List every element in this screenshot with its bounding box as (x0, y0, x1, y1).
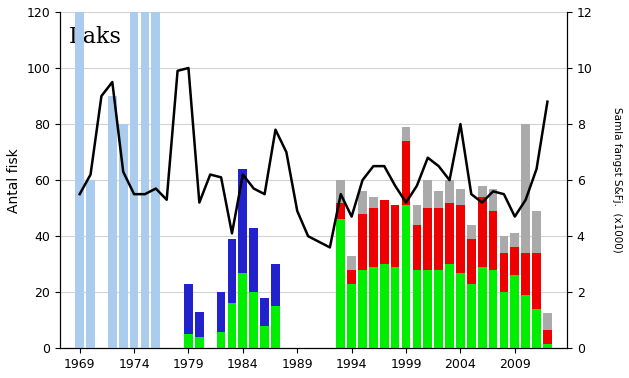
Bar (434, 270, 443, 349)
Bar (467, 239, 476, 284)
Bar (478, 267, 486, 349)
Bar (271, 306, 280, 349)
Bar (260, 298, 269, 326)
Bar (521, 253, 530, 295)
Bar (413, 225, 421, 270)
Bar (456, 273, 465, 349)
Bar (391, 267, 399, 349)
Bar (391, 205, 399, 267)
Bar (489, 270, 498, 349)
Bar (337, 203, 345, 219)
Y-axis label: Antal fisk: Antal fisk (7, 148, 21, 212)
Bar (413, 270, 421, 349)
Bar (532, 309, 541, 349)
Bar (532, 253, 541, 309)
Bar (152, 0, 160, 349)
Bar (217, 332, 225, 349)
Bar (445, 264, 454, 349)
Bar (511, 248, 519, 276)
Bar (195, 312, 204, 337)
Bar (184, 334, 193, 349)
Bar (423, 270, 432, 349)
Bar (271, 264, 280, 306)
Bar (75, 0, 84, 349)
Bar (521, 124, 530, 253)
Bar (337, 219, 345, 349)
Bar (532, 211, 541, 253)
Bar (467, 284, 476, 349)
Bar (543, 330, 552, 344)
Bar (413, 205, 421, 225)
Bar (260, 326, 269, 349)
Bar (108, 96, 116, 349)
Bar (238, 169, 247, 273)
Bar (511, 233, 519, 248)
Bar (478, 197, 486, 267)
Bar (543, 313, 552, 330)
Bar (228, 304, 237, 349)
Bar (369, 197, 378, 208)
Bar (456, 205, 465, 273)
Bar (337, 180, 345, 203)
Bar (434, 208, 443, 270)
Bar (456, 189, 465, 205)
Bar (402, 205, 410, 349)
Bar (543, 344, 552, 349)
Bar (228, 239, 237, 304)
Bar (358, 270, 367, 349)
Bar (499, 292, 508, 349)
Bar (119, 124, 128, 349)
Bar (521, 295, 530, 349)
Bar (249, 228, 258, 292)
Bar (217, 292, 225, 332)
Bar (347, 256, 356, 270)
Bar (249, 292, 258, 349)
Bar (499, 236, 508, 253)
Bar (380, 264, 389, 349)
Bar (467, 225, 476, 239)
Bar (369, 208, 378, 267)
Bar (347, 284, 356, 349)
Bar (489, 189, 498, 211)
Bar (511, 276, 519, 349)
Bar (141, 0, 149, 349)
Bar (402, 127, 410, 141)
Y-axis label: Samla fangst S&Fj.  (x1000): Samla fangst S&Fj. (x1000) (612, 107, 622, 253)
Bar (86, 180, 95, 349)
Bar (478, 186, 486, 197)
Text: Laks: Laks (69, 26, 121, 48)
Bar (347, 270, 356, 284)
Bar (184, 284, 193, 334)
Bar (434, 191, 443, 208)
Bar (445, 180, 454, 203)
Bar (489, 211, 498, 270)
Bar (358, 214, 367, 270)
Bar (195, 337, 204, 349)
Bar (130, 0, 138, 349)
Bar (369, 267, 378, 349)
Bar (445, 203, 454, 264)
Bar (499, 253, 508, 292)
Bar (402, 141, 410, 205)
Bar (423, 180, 432, 208)
Bar (423, 208, 432, 270)
Bar (358, 191, 367, 214)
Bar (380, 200, 389, 264)
Bar (238, 273, 247, 349)
